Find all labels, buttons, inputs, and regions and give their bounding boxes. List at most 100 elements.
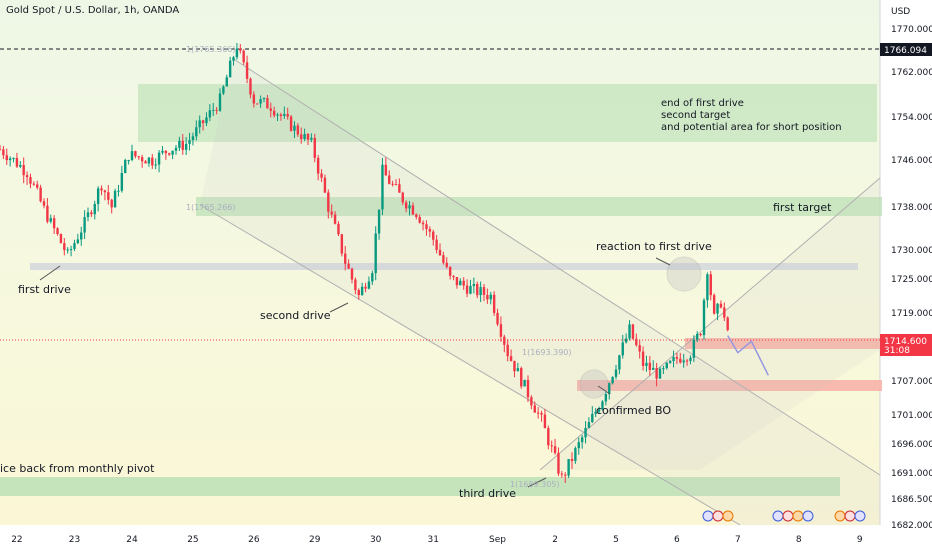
candle-bullish[interactable] — [83, 210, 86, 240]
zone-first-drive-level[interactable] — [30, 263, 858, 270]
candle-bearish[interactable] — [553, 438, 557, 455]
candle-bearish[interactable] — [330, 204, 333, 218]
candle-bullish[interactable] — [580, 434, 584, 449]
candle-bearish[interactable] — [513, 360, 516, 378]
candle-bearish[interactable] — [239, 44, 242, 54]
candle-bearish[interactable] — [256, 103, 259, 105]
candle-bearish[interactable] — [296, 122, 300, 137]
candle-bearish[interactable] — [679, 352, 682, 364]
annotation-third-drive[interactable]: third drive — [459, 487, 516, 500]
candle-bearish[interactable] — [100, 185, 103, 196]
candle-bullish[interactable] — [577, 437, 580, 455]
candle-bearish[interactable] — [388, 170, 391, 185]
candle-bullish[interactable] — [178, 136, 181, 152]
candle-bearish[interactable] — [638, 339, 641, 359]
candle-bearish[interactable] — [337, 221, 340, 237]
annotation-second-drive[interactable]: second drive — [260, 309, 331, 322]
candle-bearish[interactable] — [2, 146, 5, 160]
candle-bearish[interactable] — [354, 277, 357, 295]
candle-bearish[interactable] — [404, 200, 408, 213]
candle-bearish[interactable] — [432, 229, 435, 246]
candle-bullish[interactable] — [73, 239, 76, 252]
candle-bearish[interactable] — [520, 366, 523, 389]
candle-bearish[interactable] — [286, 107, 289, 120]
candle-bullish[interactable] — [259, 95, 262, 108]
candle-bearish[interactable] — [59, 233, 63, 244]
flag-icon[interactable] — [854, 510, 866, 522]
breakout-circle[interactable] — [579, 369, 609, 399]
candle-bearish[interactable] — [110, 198, 113, 214]
candle-bearish[interactable] — [533, 401, 536, 413]
zone-sell[interactable] — [685, 338, 882, 349]
candle-bullish[interactable] — [597, 406, 601, 414]
flag-icon[interactable] — [722, 510, 734, 522]
candle-bullish[interactable] — [618, 354, 621, 375]
candle-bearish[interactable] — [306, 132, 310, 146]
candle-bearish[interactable] — [462, 277, 465, 290]
candle-bearish[interactable] — [438, 243, 442, 257]
candle-bearish[interactable] — [52, 215, 56, 234]
candle-bullish[interactable] — [96, 186, 100, 212]
projection-path[interactable] — [727, 335, 769, 376]
candle-bullish[interactable] — [228, 56, 232, 78]
candle-bearish[interactable] — [726, 316, 729, 332]
candle-bullish[interactable] — [523, 379, 526, 387]
candle-bullish[interactable] — [672, 350, 675, 368]
candle-bearish[interactable] — [5, 148, 8, 165]
candle-bullish[interactable] — [689, 355, 692, 365]
candle-bullish[interactable] — [665, 362, 668, 370]
candle-bearish[interactable] — [570, 452, 574, 470]
candle-bearish[interactable] — [340, 233, 344, 257]
candle-bullish[interactable] — [171, 150, 174, 160]
candle-bullish[interactable] — [147, 156, 151, 167]
candle-bearish[interactable] — [401, 191, 404, 206]
candle-bullish[interactable] — [367, 276, 371, 290]
candle-bullish[interactable] — [516, 362, 520, 372]
candle-bullish[interactable] — [80, 226, 83, 246]
flag-icon[interactable] — [792, 510, 804, 522]
candle-bearish[interactable] — [164, 150, 168, 160]
candle-bearish[interactable] — [56, 227, 59, 236]
annotation-first-drive[interactable]: first drive — [18, 283, 71, 296]
candle-bearish[interactable] — [486, 288, 489, 304]
candle-bullish[interactable] — [113, 188, 117, 208]
candle-bullish[interactable] — [662, 365, 665, 375]
candle-bullish[interactable] — [293, 121, 296, 139]
zone-monthly-pivot[interactable] — [0, 477, 840, 496]
candle-bullish[interactable] — [645, 355, 648, 372]
candle-bullish[interactable] — [276, 112, 279, 122]
candle-bearish[interactable] — [530, 395, 533, 410]
reaction-circle[interactable] — [666, 256, 702, 292]
candle-bullish[interactable] — [371, 270, 374, 285]
candle-bearish[interactable] — [723, 302, 726, 321]
candle-bullish[interactable] — [212, 102, 215, 116]
candle-bearish[interactable] — [421, 220, 425, 231]
annotation-confirmed-bo[interactable]: confirmed BO — [596, 404, 671, 417]
candle-bearish[interactable] — [242, 49, 245, 65]
candle-bearish[interactable] — [90, 209, 93, 217]
candle-bullish[interactable] — [235, 43, 239, 60]
candle-bullish[interactable] — [408, 201, 411, 216]
candle-bearish[interactable] — [42, 198, 46, 209]
candle-bearish[interactable] — [333, 211, 337, 225]
candle-bullish[interactable] — [702, 298, 706, 340]
candle-bearish[interactable] — [394, 179, 398, 186]
annotation-monthly-pivot[interactable]: ice back from monthly pivot — [0, 462, 155, 475]
candle-bullish[interactable] — [381, 157, 384, 216]
zone-first-target[interactable] — [196, 197, 882, 216]
candle-bearish[interactable] — [641, 346, 645, 371]
candle-bullish[interactable] — [76, 233, 80, 245]
candle-bearish[interactable] — [103, 189, 107, 201]
candle-bearish[interactable] — [347, 259, 350, 270]
candle-bearish[interactable] — [526, 375, 530, 403]
candle-bullish[interactable] — [621, 334, 624, 359]
candle-bearish[interactable] — [564, 472, 567, 483]
candle-bearish[interactable] — [201, 119, 205, 131]
candle-bearish[interactable] — [39, 184, 42, 203]
candle-bearish[interactable] — [418, 214, 421, 224]
candle-bullish[interactable] — [658, 366, 662, 380]
candle-bullish[interactable] — [360, 282, 364, 296]
candle-bearish[interactable] — [398, 178, 401, 193]
candle-bearish[interactable] — [482, 284, 486, 302]
